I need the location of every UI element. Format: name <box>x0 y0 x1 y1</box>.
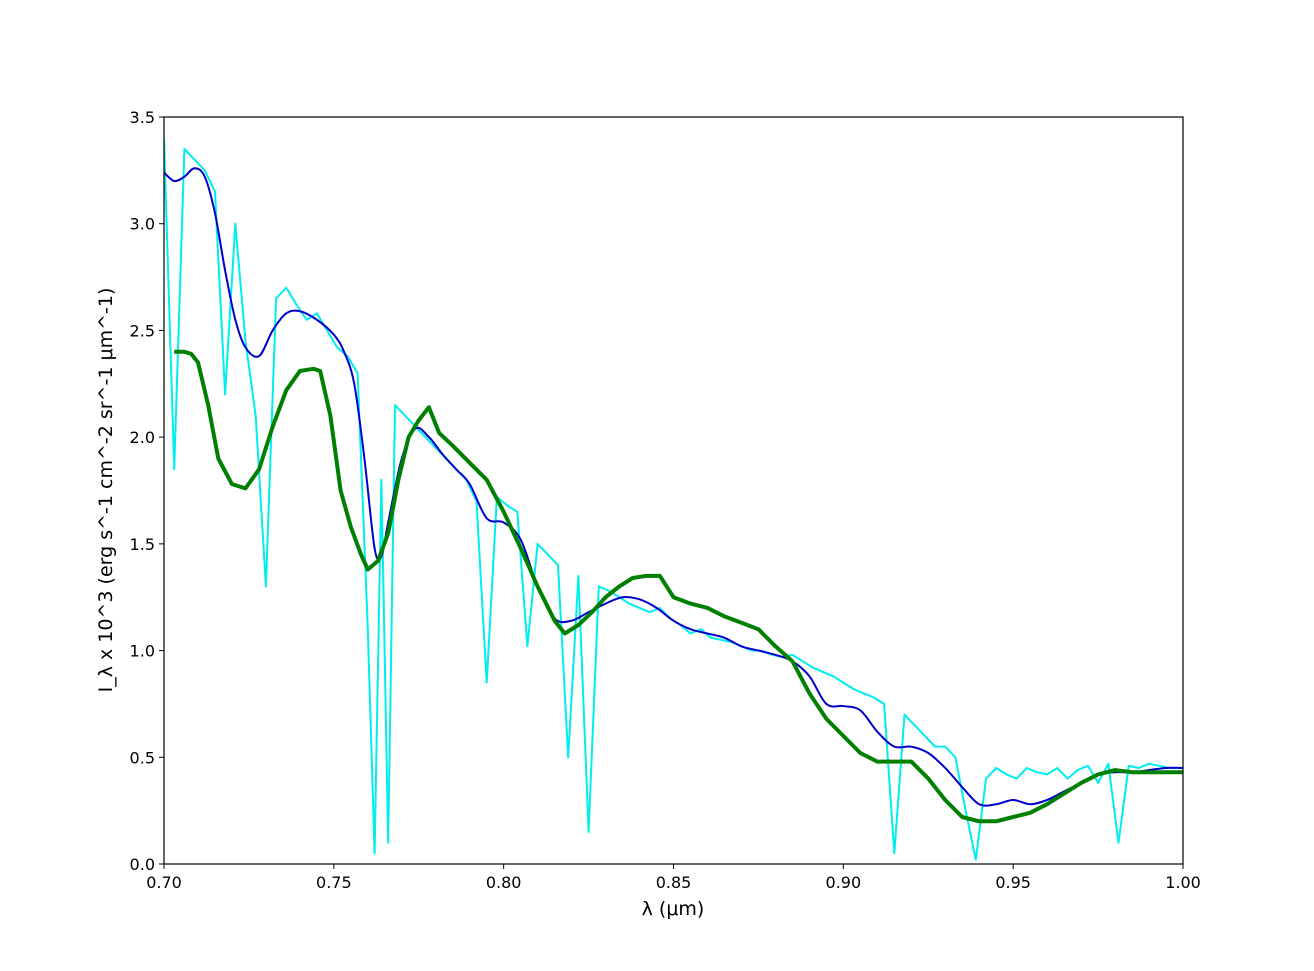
y-tick-label: 2.0 <box>130 428 155 447</box>
y-tick-label: 1.0 <box>130 642 155 661</box>
plot-area <box>164 138 1183 861</box>
series-line-3 <box>174 349 1183 824</box>
x-tick-label: 0.85 <box>656 873 692 892</box>
x-tick-label: 0.75 <box>316 873 352 892</box>
x-tick-label: 1.00 <box>1165 873 1201 892</box>
y-axis-label: I_λ x 10^3 (erg s^-1 cm^-2 sr^-1 μm^-1) <box>95 288 117 693</box>
x-tick-label: 0.90 <box>826 873 862 892</box>
x-tick-label: 0.95 <box>995 873 1031 892</box>
y-tick-label: 1.5 <box>130 535 155 554</box>
x-tick-label: 0.80 <box>486 873 522 892</box>
x-axis-label: λ (μm) <box>642 898 705 920</box>
x-axis: 0.70 0.75 0.80 0.85 0.90 0.95 1.00 <box>146 864 1201 892</box>
x-tick-label: 0.70 <box>146 873 182 892</box>
y-tick-label: 3.5 <box>130 108 155 127</box>
y-tick-label: 0.5 <box>130 748 155 767</box>
y-tick-label: 0.0 <box>130 855 155 874</box>
y-tick-label: 3.0 <box>130 215 155 234</box>
y-tick-label: 2.5 <box>130 321 155 340</box>
series-line-2 <box>164 167 1183 807</box>
y-axis: 0.0 0.5 1.0 1.5 2.0 2.5 3.0 3.5 <box>130 108 164 874</box>
